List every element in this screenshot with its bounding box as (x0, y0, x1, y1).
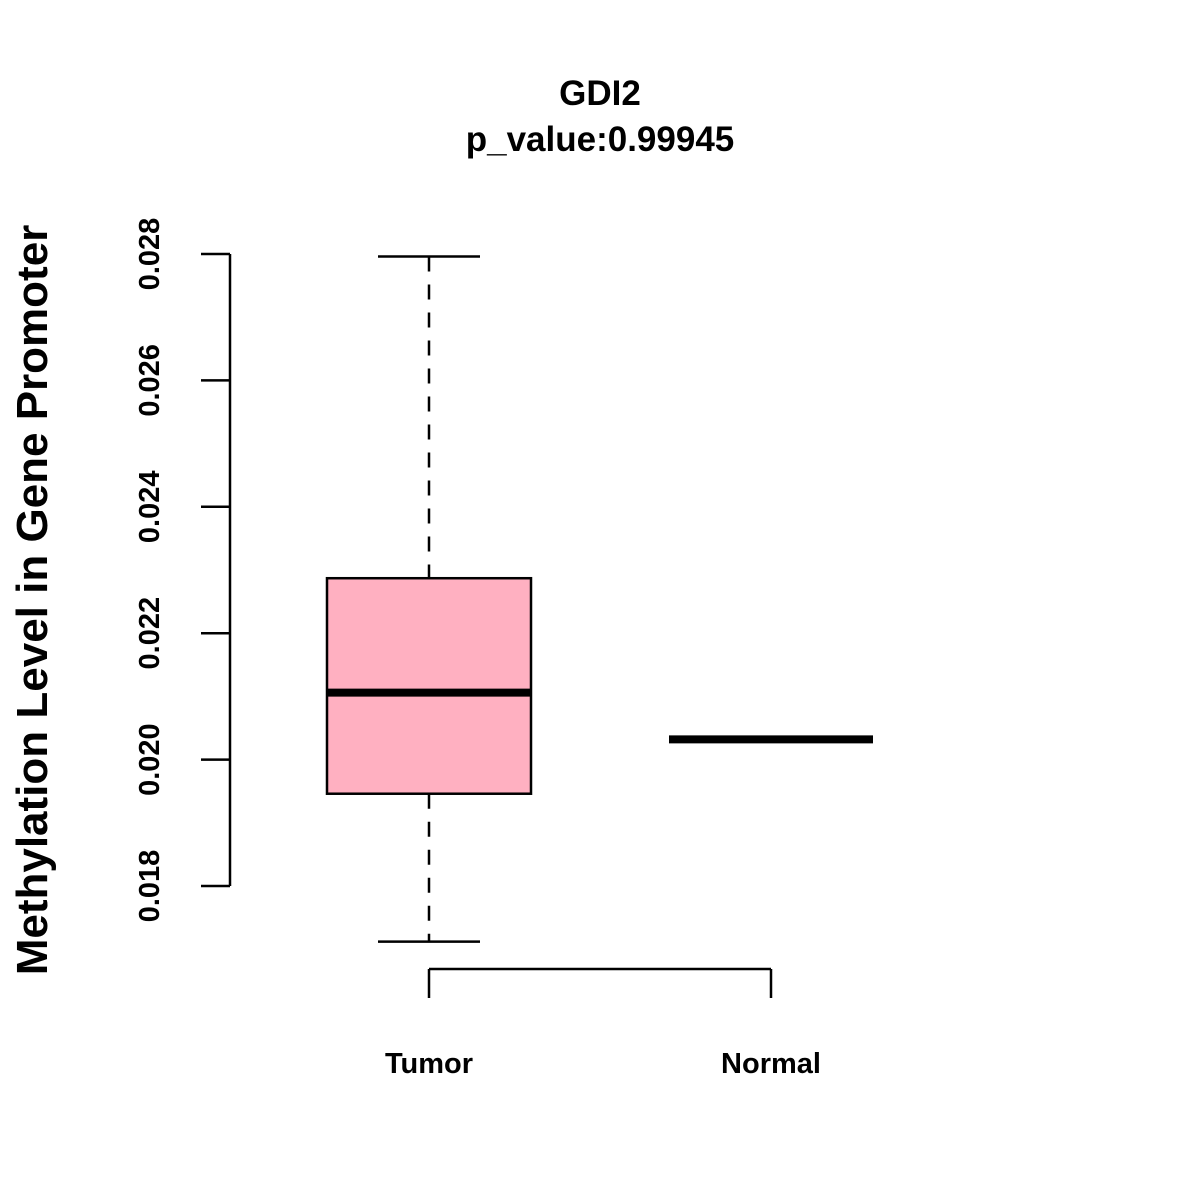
chart-title: GDI2 (559, 74, 641, 113)
y-tick-label: 0.024 (134, 471, 166, 544)
x-tick-label: Normal (721, 1048, 821, 1080)
x-axis: Tumor Normal (385, 967, 821, 1080)
y-tick-label: 0.022 (134, 597, 166, 670)
box-group-tumor (325, 255, 533, 943)
boxes (325, 255, 873, 943)
iqr-box (325, 576, 533, 795)
chart-subtitle: p_value:0.99945 (466, 120, 735, 159)
y-tick-label: 0.028 (134, 218, 166, 291)
y-tick-label: 0.026 (134, 344, 166, 417)
y-axis: 0.018 0.020 0.022 0.024 0.026 0.028 (134, 218, 232, 923)
y-tick-label: 0.018 (134, 850, 166, 923)
y-tick-label: 0.020 (134, 723, 166, 796)
x-tick-label: Tumor (385, 1048, 473, 1080)
y-axis-label: Methylation Level in Gene Promoter (8, 225, 57, 976)
